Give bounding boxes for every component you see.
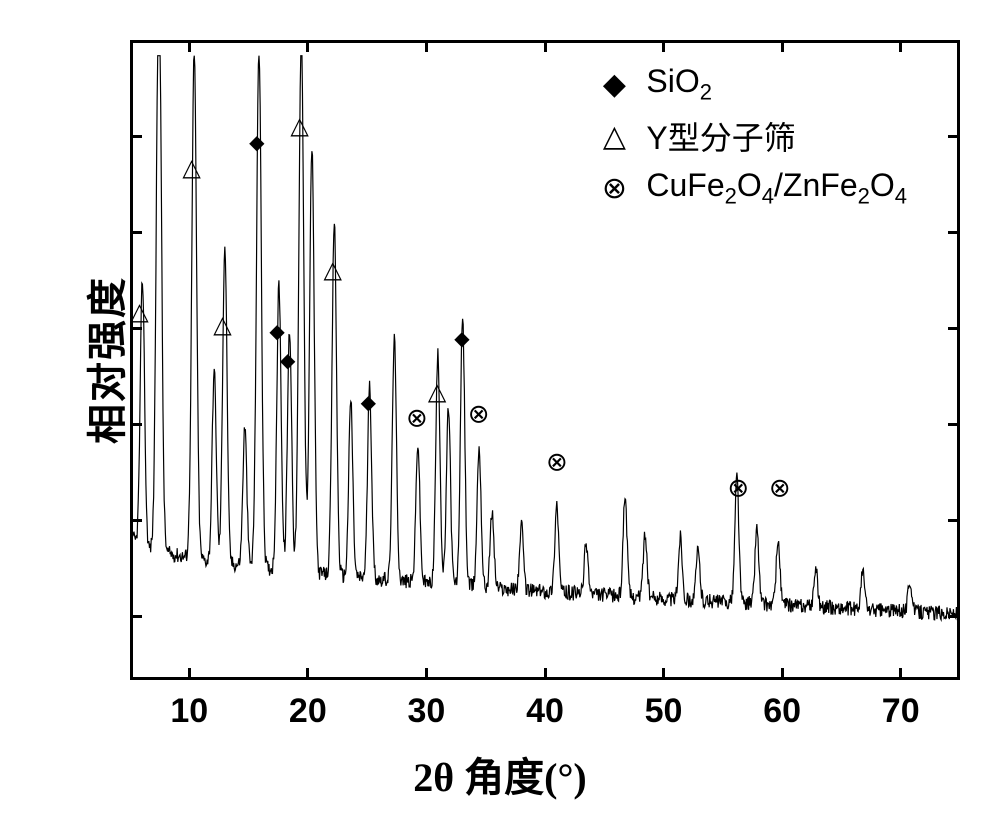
legend-item-y-zeolite: △ Y型分子筛 <box>594 113 907 159</box>
x-tick <box>662 668 665 680</box>
y-tick <box>130 327 142 330</box>
y-tick <box>948 135 960 138</box>
x-tick <box>306 40 309 52</box>
x-tick <box>781 668 784 680</box>
y-tick <box>948 231 960 234</box>
triangle-icon: △ <box>594 119 634 154</box>
legend-item-ferrite: ⊗ CuFe2O4/ZnFe2O4 <box>594 167 907 209</box>
x-tick <box>306 668 309 680</box>
x-axis-label: 2θ 角度(°) <box>413 745 587 803</box>
x-tick-label: 60 <box>763 692 801 731</box>
legend: ◆ SiO2 △ Y型分子筛 ⊗ CuFe2O4/ZnFe2O4 <box>594 63 907 218</box>
legend-label: SiO2 <box>646 63 712 105</box>
triangle-marker <box>130 298 148 327</box>
diamond-marker <box>454 324 469 352</box>
triangle-marker <box>213 310 231 339</box>
diamond-marker <box>361 388 376 416</box>
y-tick <box>948 519 960 522</box>
x-tick-label: 20 <box>289 692 327 731</box>
otimes-marker <box>727 473 749 504</box>
y-tick <box>948 423 960 426</box>
otimes-marker <box>769 473 791 504</box>
x-tick-label: 40 <box>526 692 564 731</box>
diamond-marker <box>249 128 264 156</box>
x-tick <box>781 40 784 52</box>
legend-label: CuFe2O4/ZnFe2O4 <box>646 167 907 209</box>
y-tick <box>948 327 960 330</box>
x-tick <box>425 668 428 680</box>
diamond-marker <box>269 317 284 345</box>
x-tick <box>188 40 191 52</box>
x-tick <box>662 40 665 52</box>
x-tick-label: 30 <box>408 692 446 731</box>
xrd-chart: 相对强度 2θ 角度(°) ◆ SiO2 △ Y型分子筛 ⊗ CuFe2O4/Z… <box>0 0 1000 818</box>
y-axis-label: 相对强度 <box>75 276 133 444</box>
x-tick-label: 50 <box>645 692 683 731</box>
y-tick <box>130 231 142 234</box>
otimes-marker <box>468 399 490 430</box>
x-tick <box>188 668 191 680</box>
triangle-marker <box>324 256 342 285</box>
legend-item-sio2: ◆ SiO2 <box>594 63 907 105</box>
x-tick <box>544 40 547 52</box>
triangle-marker <box>182 154 200 183</box>
y-tick <box>948 615 960 618</box>
diamond-marker <box>280 346 295 374</box>
otimes-marker <box>546 447 568 478</box>
diamond-icon: ◆ <box>594 67 634 102</box>
y-tick <box>130 423 142 426</box>
y-tick <box>130 135 142 138</box>
x-tick <box>544 668 547 680</box>
triangle-marker <box>290 112 308 141</box>
x-tick <box>899 668 902 680</box>
otimes-icon: ⊗ <box>594 171 634 206</box>
x-tick <box>425 40 428 52</box>
otimes-marker <box>406 402 428 433</box>
x-tick-label: 70 <box>882 692 920 731</box>
y-tick <box>130 519 142 522</box>
x-tick <box>899 40 902 52</box>
legend-label: Y型分子筛 <box>646 113 795 159</box>
x-tick-label: 10 <box>170 692 208 731</box>
y-tick <box>130 615 142 618</box>
triangle-marker <box>428 378 446 407</box>
